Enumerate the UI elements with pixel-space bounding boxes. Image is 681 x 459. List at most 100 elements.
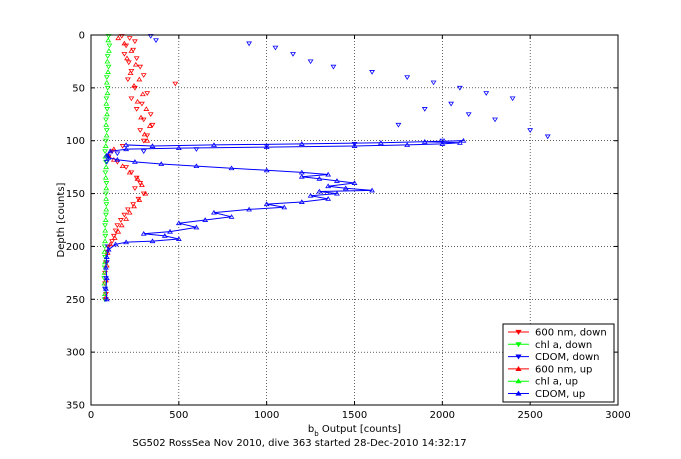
legend-box — [502, 323, 615, 403]
data-point — [102, 153, 109, 159]
data-point — [263, 201, 270, 207]
data-point — [290, 52, 296, 57]
data-point — [272, 45, 279, 51]
data-point — [119, 163, 126, 169]
legend-marker — [515, 378, 522, 384]
data-point — [316, 188, 323, 194]
data-point — [103, 100, 110, 106]
data-point — [128, 96, 135, 102]
data-point — [112, 241, 119, 247]
data-point — [307, 59, 314, 65]
legend-entry: 600 nm, down — [508, 328, 607, 339]
data-point — [492, 117, 498, 123]
data-point — [351, 143, 358, 148]
data-point — [298, 169, 305, 175]
grid-lines — [91, 35, 618, 405]
y-tick-label: 300 — [66, 348, 85, 359]
data-point — [131, 39, 138, 45]
data-point — [104, 58, 111, 64]
data-point — [139, 101, 145, 107]
data-point — [102, 217, 109, 222]
data-point — [325, 171, 332, 177]
data-point — [103, 128, 110, 133]
data-point — [298, 173, 305, 179]
data-point — [527, 128, 534, 133]
data-point — [325, 196, 332, 201]
data-point — [147, 112, 154, 118]
data-point — [509, 96, 516, 102]
data-point — [228, 214, 235, 219]
data-point — [351, 180, 358, 185]
data-point — [104, 244, 111, 250]
data-point — [142, 190, 149, 196]
data-point — [103, 159, 110, 165]
data-point — [102, 143, 109, 148]
data-point — [105, 48, 112, 53]
data-point — [128, 170, 135, 176]
data-point — [149, 122, 156, 128]
x-axis-label-rest: Output [counts] — [319, 424, 401, 435]
data-point — [465, 112, 472, 118]
data-point — [134, 176, 141, 181]
data-point — [128, 48, 135, 53]
data-point — [421, 139, 428, 144]
series-1 — [101, 34, 113, 303]
data-point — [102, 170, 109, 176]
legend-label: chl a, down — [535, 340, 592, 351]
series-layer — [101, 34, 551, 303]
data-point — [104, 54, 111, 59]
data-point — [153, 38, 159, 44]
data-point — [298, 141, 305, 146]
legend-entry: chl a, up — [508, 377, 578, 388]
data-point — [102, 227, 109, 233]
data-point — [135, 196, 142, 202]
data-point — [103, 297, 109, 303]
data-point — [211, 209, 217, 215]
data-point — [202, 217, 209, 222]
data-point — [193, 224, 200, 230]
data-point — [123, 216, 130, 221]
series-4 — [101, 37, 112, 296]
data-point — [167, 228, 173, 234]
data-point — [281, 204, 288, 210]
data-point — [101, 244, 108, 250]
data-point — [140, 191, 147, 197]
data-point — [103, 285, 109, 291]
data-point — [246, 41, 253, 47]
data-point — [124, 77, 131, 83]
data-point — [115, 228, 122, 234]
data-point — [460, 137, 467, 143]
series-line — [105, 140, 464, 300]
data-point — [103, 191, 109, 197]
data-point — [307, 192, 314, 198]
data-point — [103, 212, 109, 218]
data-point — [102, 238, 108, 244]
data-point — [101, 248, 108, 254]
legend-label: chl a, up — [535, 377, 578, 388]
data-point — [126, 169, 133, 175]
data-point — [404, 75, 411, 81]
data-point — [421, 107, 428, 112]
data-point — [193, 163, 200, 169]
x-tick-label: 0 — [88, 410, 94, 421]
data-point — [134, 98, 141, 104]
data-point — [131, 85, 138, 91]
y-tick-label: 250 — [66, 295, 85, 306]
data-point — [140, 73, 147, 78]
data-point — [105, 69, 111, 74]
data-point — [175, 236, 182, 241]
y-tick-label: 50 — [72, 83, 85, 94]
data-point — [124, 207, 131, 213]
data-point — [263, 144, 270, 149]
data-point — [123, 142, 130, 147]
data-point — [137, 128, 144, 133]
data-point — [103, 185, 110, 191]
data-point — [123, 146, 130, 152]
data-point — [103, 96, 110, 102]
data-point — [131, 186, 138, 192]
data-point — [104, 90, 111, 96]
data-point — [211, 142, 217, 147]
legend-entry: chl a, down — [508, 340, 592, 351]
